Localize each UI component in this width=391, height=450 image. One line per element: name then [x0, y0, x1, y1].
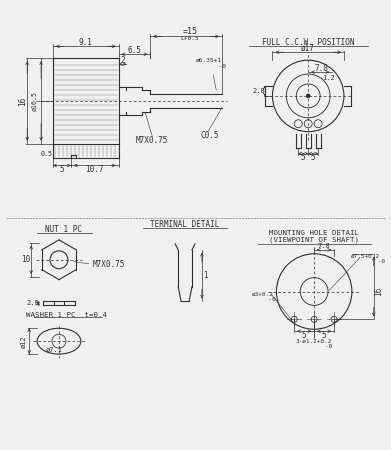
Text: ø7.1: ø7.1: [45, 347, 63, 353]
Text: ø12: ø12: [20, 335, 26, 347]
Text: =15: =15: [183, 27, 197, 36]
Text: 1: 1: [204, 271, 208, 280]
Text: (VIEWPOINT OF SHAFT): (VIEWPOINT OF SHAFT): [269, 237, 359, 243]
Text: FULL C.C.W. POSITION: FULL C.C.W. POSITION: [262, 38, 355, 47]
Text: ø16.5: ø16.5: [31, 91, 37, 111]
Text: 0.5: 0.5: [41, 150, 53, 157]
Text: MOUNTING HOLE DETAIL: MOUNTING HOLE DETAIL: [269, 230, 359, 236]
Text: 2: 2: [120, 56, 125, 65]
Text: 5: 5: [311, 153, 316, 162]
Text: L+0.5: L+0.5: [181, 36, 199, 41]
Text: TERMINAL DETAIL: TERMINAL DETAIL: [151, 220, 220, 230]
Text: 16: 16: [374, 287, 383, 296]
Text: 7.8: 7.8: [318, 243, 330, 249]
Text: M7X0.75: M7X0.75: [92, 260, 125, 269]
Text: 5: 5: [301, 153, 305, 162]
Text: ø7.5+0.2: ø7.5+0.2: [351, 254, 380, 259]
Text: C0.5: C0.5: [201, 131, 219, 140]
Text: 10: 10: [22, 255, 31, 264]
Text: -0: -0: [296, 344, 332, 349]
Text: 3-ø1.2+0.2: 3-ø1.2+0.2: [296, 339, 332, 344]
Text: -0: -0: [356, 259, 385, 264]
Text: 16: 16: [18, 96, 27, 105]
Text: 2.0: 2.0: [27, 301, 39, 306]
Text: ø6.35+1
      -0: ø6.35+1 -0: [196, 58, 226, 90]
Text: 5: 5: [302, 331, 307, 340]
Text: ø3+0.2: ø3+0.2: [252, 292, 273, 297]
Text: -0: -0: [254, 297, 275, 302]
Text: WASHER 1 PC  t=0.4: WASHER 1 PC t=0.4: [27, 312, 108, 318]
Text: NUT 1 PC: NUT 1 PC: [45, 225, 83, 234]
Text: 1.2: 1.2: [322, 75, 334, 81]
Text: 2.8: 2.8: [252, 88, 265, 94]
Text: M7X0.75: M7X0.75: [136, 136, 169, 145]
Text: 5: 5: [60, 165, 64, 174]
Text: 9.1: 9.1: [79, 38, 93, 47]
Text: 6.5: 6.5: [127, 46, 142, 55]
Text: 7.8: 7.8: [314, 63, 328, 72]
Text: 10.7: 10.7: [86, 165, 104, 174]
Text: ø17: ø17: [301, 44, 315, 53]
Circle shape: [306, 94, 310, 98]
Text: 5: 5: [322, 331, 326, 340]
